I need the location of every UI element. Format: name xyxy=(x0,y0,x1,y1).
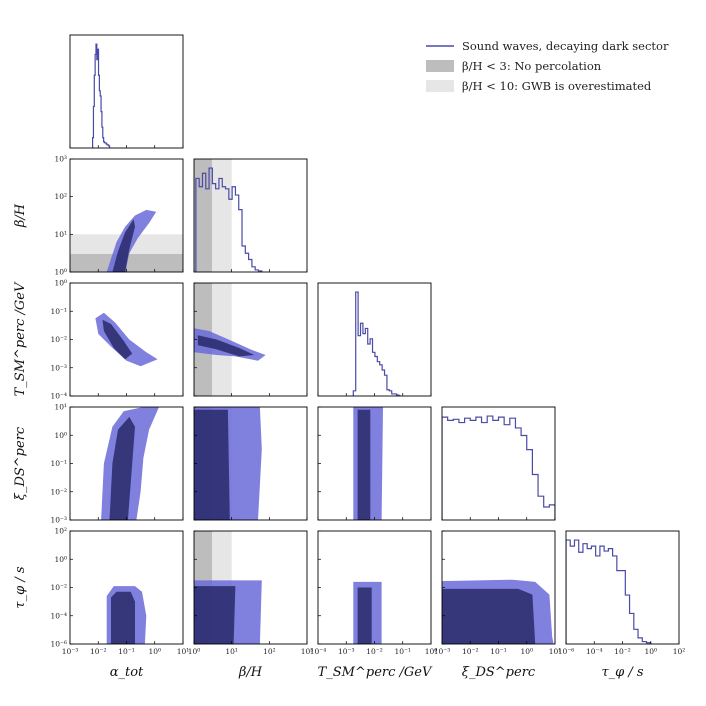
histogram-beta xyxy=(195,167,263,272)
contour-outer-alpha-T xyxy=(95,312,158,367)
legend-entry-0: Sound waves, decaying dark sector xyxy=(462,39,669,53)
x-tick-label: 10⁻¹ xyxy=(394,647,411,656)
y-tick-label: 10⁻¹ xyxy=(50,459,67,468)
panel-xi-tau: 10⁻³ 10⁻² 10⁻¹ 10⁰ 10¹ xyxy=(434,530,562,656)
histogram-alpha xyxy=(92,43,111,148)
y-tick-label: 10⁻⁴ xyxy=(50,392,67,401)
x-tick-label: 10⁻² xyxy=(614,647,631,656)
legend: Sound waves, decaying dark sector β/H < 3… xyxy=(426,39,669,93)
x-axis-label-tau: τ_φ / s xyxy=(601,665,643,680)
panel-alpha-beta: 10⁰ 10¹ 10² 10³ xyxy=(54,155,184,277)
x-tick-label: 10¹ xyxy=(225,647,238,656)
x-tick-label: 10³ xyxy=(301,647,314,656)
y-axis-label-beta: β/H xyxy=(13,203,28,228)
contour-inner-beta-T xyxy=(197,335,255,357)
panel-beta-beta xyxy=(193,158,308,273)
y-axis-label-xi: ξ_DS^perc xyxy=(13,426,28,500)
y-tick-label: 10⁰ xyxy=(54,268,67,277)
x-tick-label: 10⁻³ xyxy=(434,647,451,656)
panel-T-xi xyxy=(317,406,432,521)
y-tick-label: 10⁻² xyxy=(50,335,67,344)
panel-frame xyxy=(441,406,556,521)
contour-inner-alpha-T xyxy=(102,319,133,360)
panel-beta-xi xyxy=(193,406,308,521)
shaded-region-beta-lt-3 xyxy=(194,159,212,272)
x-tick-label: 10⁰ xyxy=(148,647,161,656)
panel-xi-xi xyxy=(441,406,556,521)
x-tick-label: 10⁻⁶ xyxy=(558,647,575,656)
panel-frame xyxy=(317,282,432,397)
x-tick-label: 10⁰ xyxy=(520,647,533,656)
panel-alpha-T: 10⁻⁴ 10⁻³ 10⁻² 10⁻¹ 10⁰ xyxy=(50,279,184,401)
y-tick-label: 10⁰ xyxy=(54,555,67,564)
contour-inner-alpha-xi xyxy=(109,416,135,520)
x-tick-label: 10⁻² xyxy=(90,647,107,656)
y-tick-label: 10⁻³ xyxy=(50,363,67,372)
x-tick-label: 10¹ xyxy=(549,647,562,656)
contour-inner-alpha-tau xyxy=(111,591,135,644)
x-tick-label: 10⁻¹ xyxy=(118,647,135,656)
histogram-xi xyxy=(442,415,555,520)
panel-T-tau: 10⁻⁴ 10⁻³ 10⁻² 10⁻¹ 10⁰ xyxy=(310,530,438,656)
panel-alpha-alpha xyxy=(69,34,184,149)
x-tick-label: 10⁰ xyxy=(644,647,657,656)
y-tick-label: 10¹ xyxy=(54,403,67,412)
x-axis-label-alpha: α_tot xyxy=(110,665,144,680)
panel-frame xyxy=(193,158,308,273)
x-tick-label: 10⁻³ xyxy=(338,647,355,656)
y-tick-label: 10² xyxy=(54,527,67,536)
contour-inner-beta-xi xyxy=(194,409,230,520)
legend-patch-swatch xyxy=(426,80,454,92)
x-tick-label: 10⁻¹ xyxy=(490,647,507,656)
panel-tau-tau: 10⁻⁶ 10⁻⁴ 10⁻² 10⁰ 10² xyxy=(558,530,686,656)
panel-T-T xyxy=(317,282,432,397)
y-tick-label: 10⁻² xyxy=(50,487,67,496)
y-tick-label: 10⁻² xyxy=(50,583,67,592)
y-tick-label: 10⁻¹ xyxy=(50,307,67,316)
x-tick-label: 10¹ xyxy=(177,647,190,656)
legend-patch-swatch xyxy=(426,60,454,72)
y-tick-label: 10⁻⁴ xyxy=(50,611,67,620)
contour-inner-T-xi xyxy=(357,409,371,520)
x-tick-label: 10⁻² xyxy=(462,647,479,656)
panel-frame xyxy=(69,34,184,149)
x-tick-label: 10⁰ xyxy=(188,647,201,656)
y-tick-label: 10⁰ xyxy=(54,279,67,288)
x-tick-label: 10⁻³ xyxy=(62,647,79,656)
y-axis-label-T: T_SM^perc /GeV xyxy=(13,281,28,396)
x-tick-label: 10⁰ xyxy=(425,647,438,656)
contour-inner-xi-tau xyxy=(442,588,536,644)
x-axis-label-xi: ξ_DS^perc xyxy=(462,665,536,680)
y-tick-label: 10⁰ xyxy=(54,431,67,440)
legend-entry-1: β/H < 3: No percolation xyxy=(462,59,602,73)
x-tick-label: 10⁻² xyxy=(366,647,383,656)
x-tick-label: 10² xyxy=(673,647,686,656)
contour-inner-beta-tau xyxy=(194,586,236,644)
y-axis-label-tau: τ_φ / s xyxy=(13,566,28,608)
contour-inner-T-tau xyxy=(357,587,372,644)
x-tick-label: 10⁻⁴ xyxy=(586,647,603,656)
x-axis-label-beta: β/H xyxy=(238,665,263,680)
histogram-tau xyxy=(566,539,652,644)
y-tick-label: 10¹ xyxy=(54,230,67,239)
histogram-T xyxy=(352,291,402,396)
y-tick-label: 10² xyxy=(54,192,67,201)
x-tick-label: 10⁻⁴ xyxy=(310,647,327,656)
y-tick-label: 10⁻³ xyxy=(50,516,67,525)
panel-beta-T xyxy=(193,282,308,397)
panel-alpha-tau: 10⁻³ 10⁻² 10⁻¹ 10⁰ 10¹ 10⁻⁶ 10⁻⁴ 10⁻² 10⁰ 10² xyxy=(50,527,189,657)
x-axis-label-T: T_SM^perc /GeV xyxy=(318,665,433,680)
y-tick-label: 10³ xyxy=(54,155,67,164)
x-tick-label: 10² xyxy=(263,647,276,656)
y-tick-label: 10⁻⁶ xyxy=(50,640,67,649)
panel-alpha-xi: 10⁻³ 10⁻² 10⁻¹ 10⁰ 10¹ xyxy=(50,403,184,525)
legend-entry-2: β/H < 10: GWB is overestimated xyxy=(462,79,652,93)
contour-inner-alpha-beta xyxy=(112,219,135,272)
panel-beta-tau: 10⁰ 10¹ 10² 10³ xyxy=(188,530,314,656)
